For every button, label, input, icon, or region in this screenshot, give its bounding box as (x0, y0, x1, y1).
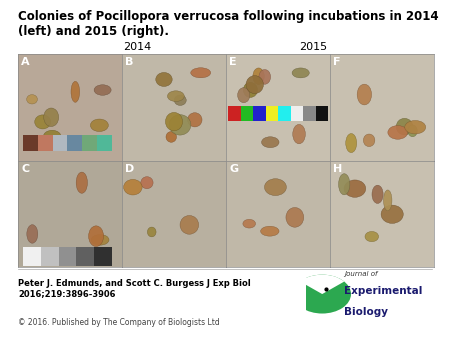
Ellipse shape (180, 216, 198, 234)
Ellipse shape (365, 232, 378, 242)
Ellipse shape (381, 205, 403, 223)
Bar (241, 106, 253, 121)
Ellipse shape (91, 235, 109, 245)
Text: Biology: Biology (344, 308, 388, 317)
Ellipse shape (27, 95, 37, 104)
Ellipse shape (372, 185, 383, 203)
Ellipse shape (166, 131, 176, 142)
Ellipse shape (76, 172, 87, 193)
Text: H: H (333, 164, 342, 174)
Text: Colonies of Pocillopora verrucosa following incubations in 2014 (left) and 2015 : Colonies of Pocillopora verrucosa follow… (18, 10, 439, 38)
Ellipse shape (238, 88, 250, 103)
Bar (23, 247, 41, 266)
Ellipse shape (167, 91, 184, 101)
Bar (76, 247, 94, 266)
Ellipse shape (188, 113, 202, 127)
Ellipse shape (124, 179, 142, 195)
Text: Peter J. Edmunds, and Scott C. Burgess J Exp Biol: Peter J. Edmunds, and Scott C. Burgess J… (18, 279, 251, 288)
Bar (68, 135, 82, 151)
Ellipse shape (292, 68, 309, 78)
Text: 2015: 2015 (299, 42, 327, 52)
Bar (82, 135, 97, 151)
Wedge shape (300, 274, 344, 294)
Ellipse shape (71, 81, 80, 102)
Ellipse shape (338, 174, 350, 195)
Text: Journal of: Journal of (344, 271, 377, 277)
Ellipse shape (243, 219, 256, 228)
Text: 2016;219:3896-3906: 2016;219:3896-3906 (18, 289, 116, 298)
Text: F: F (333, 57, 341, 67)
Ellipse shape (388, 125, 408, 139)
Text: B: B (125, 57, 134, 67)
Bar (97, 135, 112, 151)
Bar (41, 247, 58, 266)
Text: C: C (21, 164, 29, 174)
Bar (38, 135, 53, 151)
Ellipse shape (246, 76, 263, 94)
Bar (58, 247, 76, 266)
Ellipse shape (43, 130, 61, 144)
Ellipse shape (253, 68, 264, 84)
Ellipse shape (408, 125, 417, 137)
Ellipse shape (293, 124, 306, 144)
Ellipse shape (44, 108, 58, 126)
Text: Experimental: Experimental (344, 286, 422, 296)
Ellipse shape (90, 119, 108, 131)
Ellipse shape (259, 70, 270, 84)
Ellipse shape (405, 120, 426, 134)
Bar (278, 106, 291, 121)
Bar (315, 106, 328, 121)
Text: D: D (125, 164, 135, 174)
Ellipse shape (148, 227, 156, 237)
Ellipse shape (286, 208, 304, 227)
Ellipse shape (363, 134, 375, 147)
Text: A: A (21, 57, 30, 67)
Ellipse shape (169, 115, 191, 135)
Ellipse shape (27, 225, 38, 243)
Bar (23, 135, 38, 151)
Ellipse shape (191, 68, 211, 78)
Bar (291, 106, 303, 121)
Ellipse shape (344, 180, 366, 197)
Bar (94, 247, 112, 266)
Text: © 2016. Published by The Company of Biologists Ltd: © 2016. Published by The Company of Biol… (18, 318, 220, 327)
Ellipse shape (396, 118, 413, 135)
Text: E: E (229, 57, 237, 67)
Bar (53, 135, 68, 151)
Bar (228, 106, 241, 121)
Ellipse shape (141, 177, 153, 189)
Ellipse shape (89, 226, 104, 246)
Bar (266, 106, 278, 121)
Ellipse shape (94, 85, 111, 95)
Ellipse shape (174, 95, 186, 105)
Ellipse shape (35, 115, 51, 129)
Ellipse shape (383, 190, 392, 211)
Circle shape (293, 274, 351, 314)
Ellipse shape (166, 113, 183, 131)
Text: 2014: 2014 (123, 42, 151, 52)
Ellipse shape (243, 82, 257, 97)
Bar (253, 106, 266, 121)
Text: G: G (229, 164, 239, 174)
Ellipse shape (261, 226, 279, 236)
Bar (303, 106, 315, 121)
Ellipse shape (346, 134, 357, 153)
Ellipse shape (265, 179, 286, 196)
Ellipse shape (357, 84, 372, 105)
Ellipse shape (261, 137, 279, 148)
Ellipse shape (156, 72, 172, 87)
